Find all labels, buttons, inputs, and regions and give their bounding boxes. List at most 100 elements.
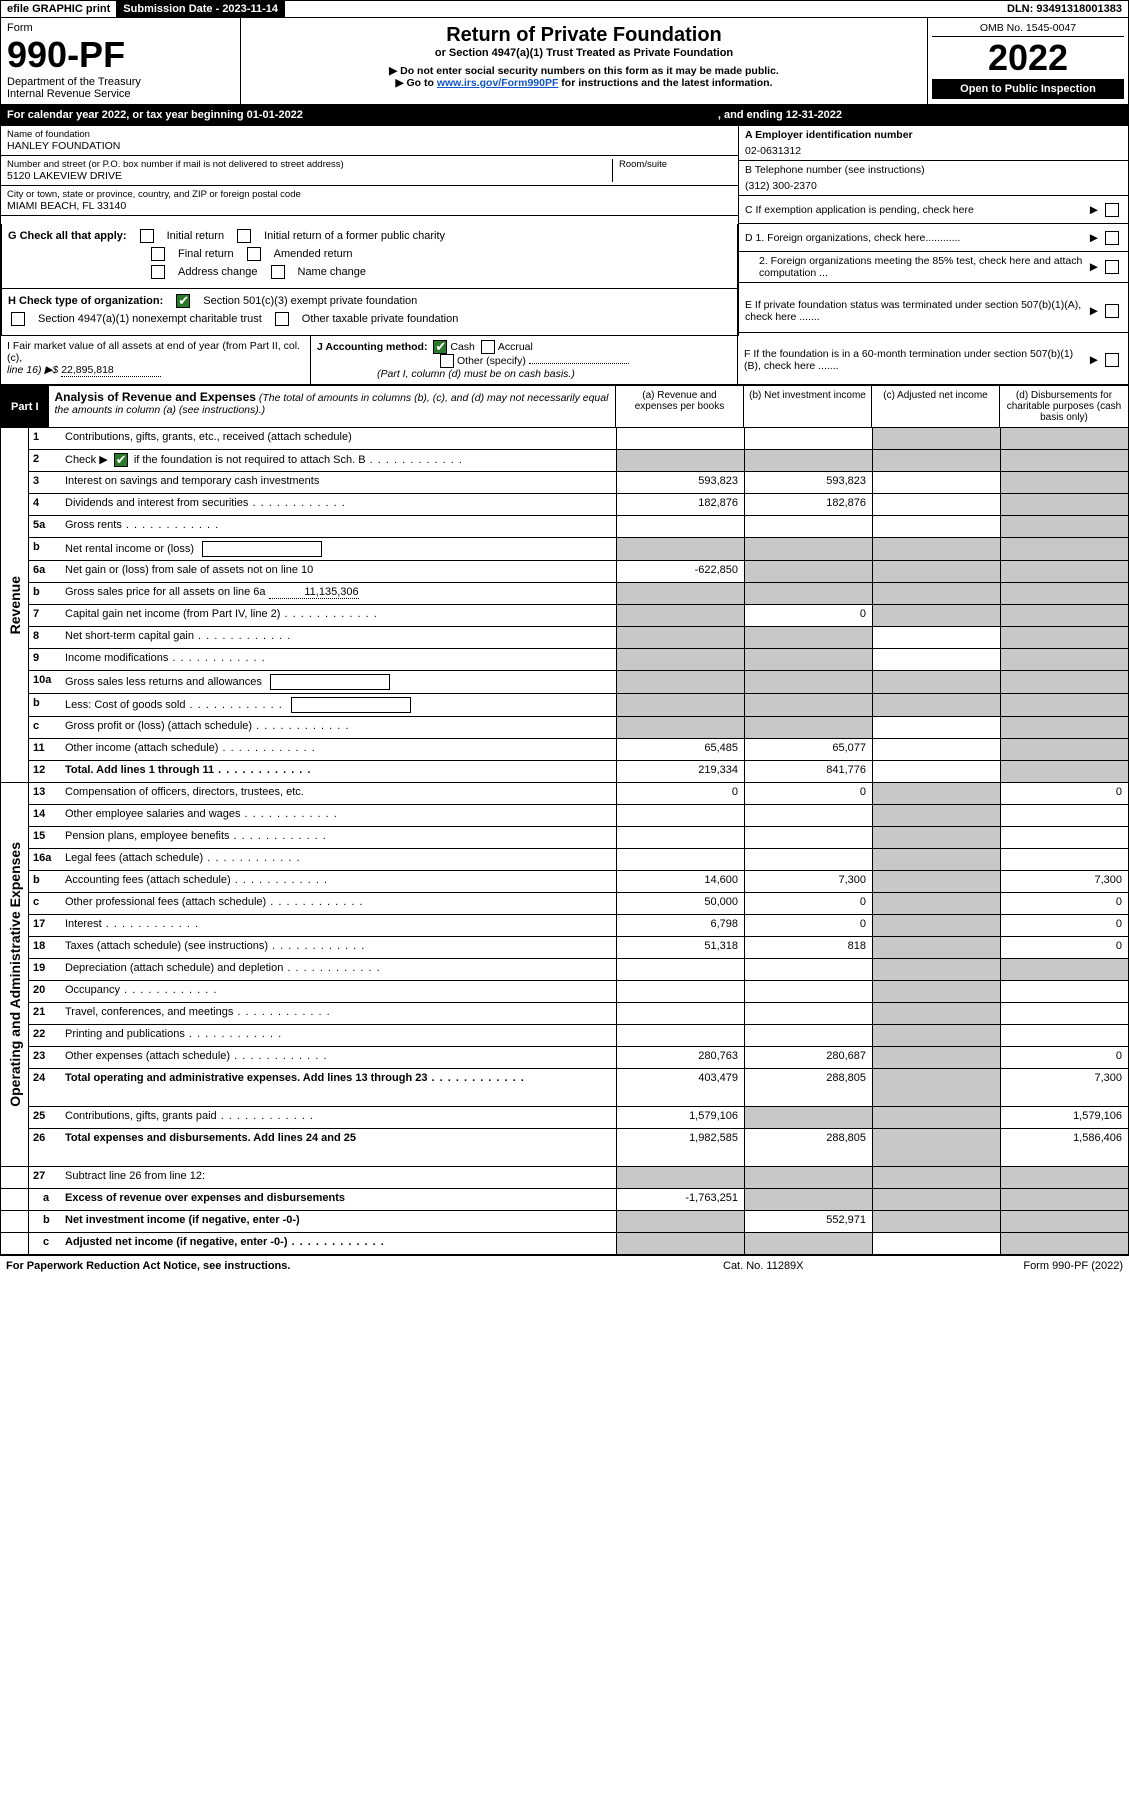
value-cell — [744, 1189, 872, 1210]
j-accrual: Accrual — [498, 341, 533, 353]
line-row: bNet rental income or (loss) — [29, 538, 1129, 561]
g-final-checkbox[interactable] — [151, 247, 165, 261]
value-cell — [872, 1003, 1000, 1024]
value-cell — [872, 871, 1000, 892]
value-cell — [1000, 516, 1128, 537]
line-desc: Check ▶ if the foundation is not require… — [61, 450, 616, 471]
value-cell — [616, 849, 744, 870]
value-cell: 7,300 — [1000, 871, 1128, 892]
e-label: E If private foundation status was termi… — [745, 299, 1086, 323]
line-number: b — [29, 583, 61, 604]
line-number: 20 — [29, 981, 61, 1002]
instr-1: ▶ Do not enter social security numbers o… — [247, 65, 921, 77]
line-desc: Subtract line 26 from line 12: — [61, 1167, 616, 1188]
form990pf-link[interactable]: www.irs.gov/Form990PF — [437, 77, 559, 89]
line-row: 9Income modifications — [29, 649, 1129, 671]
j-cash-checkbox[interactable] — [433, 340, 447, 354]
f-checkbox[interactable] — [1105, 353, 1119, 367]
value-cell — [616, 981, 744, 1002]
line-row: 25Contributions, gifts, grants paid1,579… — [29, 1107, 1129, 1129]
value-cell — [872, 915, 1000, 936]
h-other-checkbox[interactable] — [275, 312, 289, 326]
h-501c3-checkbox[interactable] — [176, 294, 190, 308]
line-number: 23 — [29, 1047, 61, 1068]
line-row: 17Interest6,79800 — [29, 915, 1129, 937]
line-row: 26Total expenses and disbursements. Add … — [29, 1129, 1129, 1167]
line-number: 19 — [29, 959, 61, 980]
d1-label: D 1. Foreign organizations, check here..… — [745, 232, 1086, 244]
value-cell — [1000, 761, 1128, 782]
c-checkbox[interactable] — [1105, 203, 1119, 217]
value-cell — [1000, 1211, 1128, 1232]
value-cell — [872, 516, 1000, 537]
line-number: 17 — [29, 915, 61, 936]
line-row: 23Other expenses (attach schedule)280,76… — [29, 1047, 1129, 1069]
value-cell: 65,485 — [616, 739, 744, 760]
value-cell: 51,318 — [616, 937, 744, 958]
line-row: 1Contributions, gifts, grants, etc., rec… — [29, 428, 1129, 450]
value-cell — [872, 1025, 1000, 1046]
street-address: 5120 LAKEVIEW DRIVE — [7, 170, 612, 182]
col-d-head: (d) Disbursements for charitable purpose… — [1000, 386, 1128, 427]
value-cell: 1,982,585 — [616, 1129, 744, 1166]
g-initial-checkbox[interactable] — [140, 229, 154, 243]
g-amended-checkbox[interactable] — [247, 247, 261, 261]
g-name-change: Name change — [298, 266, 367, 278]
value-cell: 1,579,106 — [1000, 1107, 1128, 1128]
value-cell — [744, 1025, 872, 1046]
line-desc: Adjusted net income (if negative, enter … — [61, 1233, 616, 1254]
j-other: Other (specify) — [457, 355, 526, 367]
line-row: 20Occupancy — [29, 981, 1129, 1003]
line-desc: Accounting fees (attach schedule) — [61, 871, 616, 892]
ein-value: 02-0631312 — [745, 145, 1122, 157]
h-opt3: Other taxable private foundation — [302, 313, 459, 325]
d2-checkbox[interactable] — [1105, 260, 1119, 274]
value-cell — [744, 827, 872, 848]
h-4947-checkbox[interactable] — [11, 312, 25, 326]
instr2-pre: ▶ Go to — [396, 77, 437, 89]
h-label: H Check type of organization: — [8, 295, 163, 307]
line-number: b — [29, 694, 61, 716]
value-cell — [872, 671, 1000, 693]
line-desc: Contributions, gifts, grants, etc., rece… — [61, 428, 616, 449]
value-cell — [616, 805, 744, 826]
value-cell — [872, 1167, 1000, 1188]
value-cell — [616, 428, 744, 449]
j-other-checkbox[interactable] — [440, 354, 454, 368]
value-cell — [872, 605, 1000, 626]
line-desc: Contributions, gifts, grants paid — [61, 1107, 616, 1128]
col-b-head: (b) Net investment income — [744, 386, 872, 427]
value-cell — [616, 583, 744, 604]
page-footer: For Paperwork Reduction Act Notice, see … — [0, 1255, 1129, 1276]
line-row: 11Other income (attach schedule)65,48565… — [29, 739, 1129, 761]
line-desc: Gross profit or (loss) (attach schedule) — [61, 717, 616, 738]
value-cell: 0 — [744, 893, 872, 914]
value-cell — [616, 671, 744, 693]
g-name-checkbox[interactable] — [271, 265, 285, 279]
efile-button[interactable]: efile GRAPHIC print — [1, 1, 117, 17]
line-row: aExcess of revenue over expenses and dis… — [0, 1189, 1129, 1211]
value-cell — [744, 1107, 872, 1128]
schb-checkbox[interactable] — [114, 453, 128, 467]
line-desc: Printing and publications — [61, 1025, 616, 1046]
value-cell: -622,850 — [616, 561, 744, 582]
g-initial-former-checkbox[interactable] — [237, 229, 251, 243]
omb-number: OMB No. 1545-0047 — [932, 22, 1124, 37]
j-accrual-checkbox[interactable] — [481, 340, 495, 354]
value-cell — [616, 694, 744, 716]
line-row: bAccounting fees (attach schedule)14,600… — [29, 871, 1129, 893]
value-cell: 841,776 — [744, 761, 872, 782]
line-number: 14 — [29, 805, 61, 826]
d1-checkbox[interactable] — [1105, 231, 1119, 245]
value-cell: 6,798 — [616, 915, 744, 936]
value-cell: 818 — [744, 937, 872, 958]
instr-2: ▶ Go to www.irs.gov/Form990PF for instru… — [247, 77, 921, 89]
e-checkbox[interactable] — [1105, 304, 1119, 318]
g-address-checkbox[interactable] — [151, 265, 165, 279]
line-desc: Other professional fees (attach schedule… — [61, 893, 616, 914]
line-row: 14Other employee salaries and wages — [29, 805, 1129, 827]
form-number: 990-PF — [7, 34, 234, 76]
line-number: 18 — [29, 937, 61, 958]
g-final: Final return — [178, 248, 234, 260]
line-row: 3Interest on savings and temporary cash … — [29, 472, 1129, 494]
